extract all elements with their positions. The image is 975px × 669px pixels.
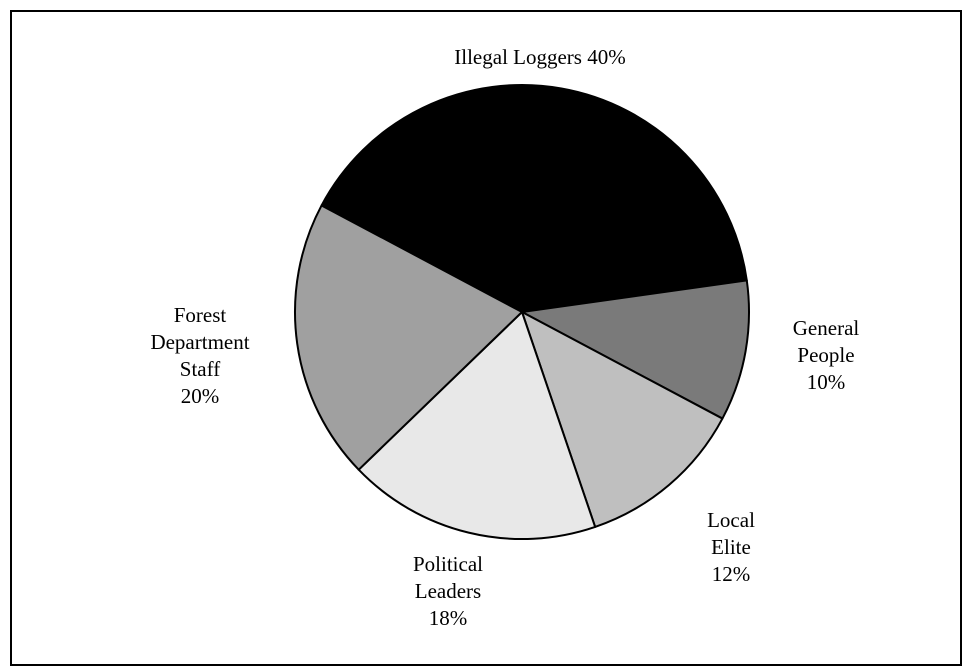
pie-slice-illegal-loggers <box>320 84 748 313</box>
slices-layer <box>293 84 750 540</box>
slice-label-forest-department-staff: Forest Department Staff 20% <box>150 303 249 408</box>
slice-label-line: Department <box>150 330 249 354</box>
slice-label-line: Forest <box>174 303 227 327</box>
slice-label-line: Staff <box>180 357 220 381</box>
labels-layer: Illegal Loggers 40% General People 10% Local… <box>150 45 859 630</box>
slice-label-line: Local <box>707 508 755 532</box>
slice-label-line: 18% <box>429 606 468 630</box>
slice-label-local-elite: Local Elite 12% <box>707 508 755 586</box>
slice-label-line: 12% <box>712 562 751 586</box>
slice-label-line: 20% <box>181 384 220 408</box>
slice-label-political-leaders: Political Leaders 18% <box>413 552 483 630</box>
slice-label-line: Elite <box>711 535 751 559</box>
slice-label-line: Leaders <box>415 579 481 603</box>
slice-label-line: General <box>793 316 860 340</box>
slice-label-line: People <box>797 343 854 367</box>
slice-label-general-people: General People 10% <box>793 316 860 394</box>
slice-label-line: 10% <box>807 370 846 394</box>
pie-slice-political-leaders <box>357 311 597 540</box>
pie-slice-forest-department-staff <box>293 204 523 471</box>
pie-slice-general-people <box>521 279 750 420</box>
slice-label-line: Illegal Loggers 40% <box>454 45 625 69</box>
slice-label-illegal-loggers: Illegal Loggers 40% <box>454 45 625 69</box>
pie-slice-local-elite <box>521 311 724 528</box>
slice-label-line: Political <box>413 552 483 576</box>
